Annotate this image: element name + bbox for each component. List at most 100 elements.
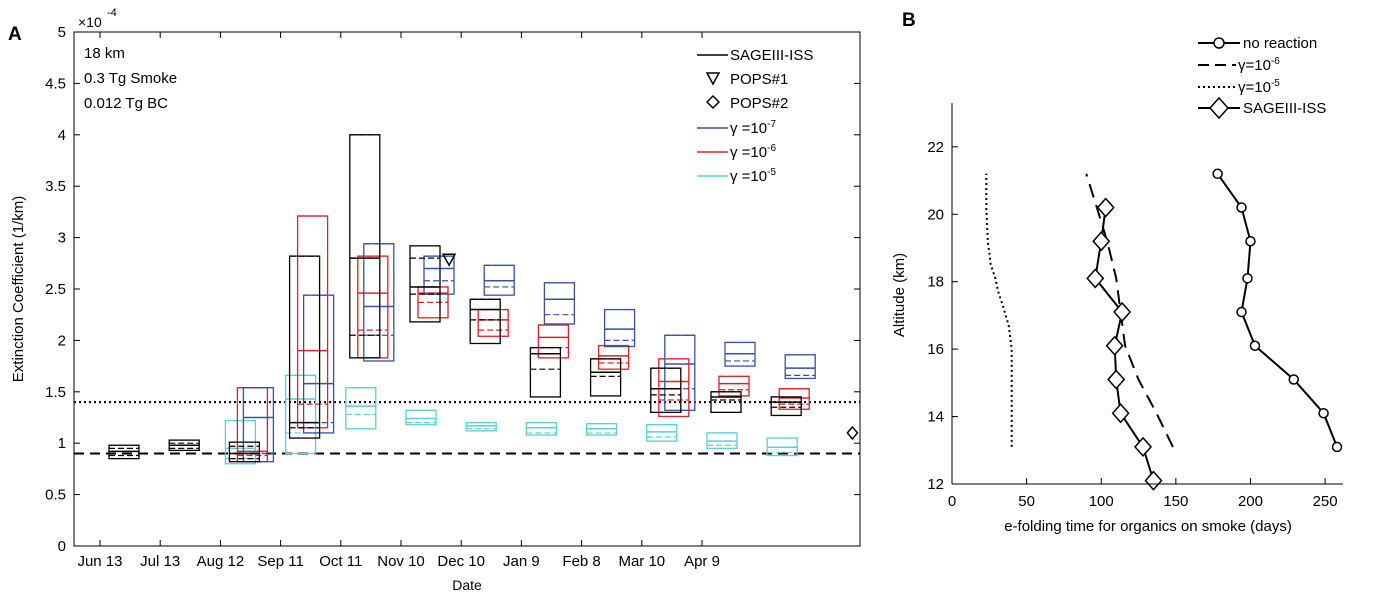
a-xtick-label: Feb 8 — [562, 553, 600, 570]
box-0-10 — [650, 367, 682, 414]
legend-b-circle-icon — [1213, 37, 1225, 49]
b-circle-point — [1236, 306, 1247, 318]
legend-g7-exp: -7 — [767, 119, 776, 130]
b-circle-point — [1212, 168, 1223, 180]
b-diamond-point — [1113, 301, 1132, 323]
b-diamond-point — [1107, 369, 1126, 390]
legend-g7-label: γ =10-7 — [730, 119, 776, 137]
b-xtick-label: 250 — [1313, 493, 1338, 510]
legend-b-g5-exp: -5 — [1271, 78, 1280, 89]
a-xtick-label: Dec 10 — [437, 553, 485, 570]
a-ytick-label: 5 — [58, 24, 66, 41]
panel-a-annotation-altitude: 18 km — [84, 45, 125, 62]
a-xtick-label: Oct 11 — [319, 553, 362, 570]
panel-b: 0 50 100 150 200 250 12 14 16 18 20 22 e-folding ti… — [891, 35, 1343, 535]
b-diamond-point — [1111, 403, 1130, 424]
b-ytick-label: 20 — [927, 206, 944, 223]
b-circle-point — [1318, 407, 1329, 419]
legend-g6-exp: -6 — [767, 143, 776, 154]
box-0-3 — [228, 441, 261, 463]
legend-b-g6-exp: -6 — [1271, 56, 1280, 67]
b-circle-point — [1242, 273, 1253, 284]
box-2-11 — [718, 375, 750, 397]
box-3-10 — [646, 424, 678, 442]
legend-b-noreaction-label: no reaction — [1243, 35, 1317, 52]
panel-b-legend: no reaction γ=10-6 γ=10-5 SAGEIII-ISS — [1198, 35, 1326, 120]
b-ytick-label: 16 — [927, 341, 944, 358]
b-xtick-label: 100 — [1089, 493, 1114, 510]
panel-b-axis-ticks: 0 50 100 150 200 250 12 14 16 18 20 22 — [927, 139, 1337, 510]
legend-g7-base: γ =10 — [730, 120, 767, 137]
panel-b-data-layer — [985, 168, 1343, 491]
box-1-9 — [603, 308, 636, 348]
box-0-9 — [589, 358, 622, 397]
panel-b-letter: B — [902, 10, 916, 31]
a-ytick-label: 3 — [58, 230, 66, 247]
panel-a-annotation-bc: 0.012 Tg BC — [84, 95, 168, 112]
box-1-3 — [242, 387, 275, 463]
b-ytick-label: 14 — [927, 409, 944, 426]
box-3-7 — [465, 421, 497, 432]
a-xtick-label: Sep 11 — [257, 553, 303, 570]
legend-b-g5-base: γ=10 — [1238, 79, 1271, 96]
box-2-4 — [296, 215, 329, 429]
box-2-7 — [477, 308, 509, 337]
b-circle-point — [1331, 441, 1343, 453]
box-1-5 — [363, 243, 395, 362]
legend-b-g5-label: γ=10-5 — [1238, 78, 1280, 96]
box-1-8 — [543, 282, 576, 325]
box-1-10 — [664, 334, 696, 411]
a-xtick-label: Mar 10 — [618, 553, 665, 570]
box-2-8 — [537, 324, 570, 359]
a-xtick-label: Nov 10 — [377, 553, 425, 570]
legend-b-diamond-icon — [1208, 96, 1230, 120]
b-diamond-point — [1144, 470, 1163, 491]
b-ytick-label: 18 — [927, 274, 944, 291]
a-ytick-label: 2 — [58, 332, 66, 349]
b-circle-point — [1249, 340, 1261, 352]
b-diamond-point — [1096, 197, 1115, 218]
legend-g6-label: γ =10-6 — [730, 143, 776, 161]
panel-a-y-axis-label: Extinction Coefficient (1/km) — [10, 196, 27, 382]
a-xtick-label: Jun 13 — [77, 553, 122, 570]
box-2-12 — [778, 388, 810, 410]
b-xtick-label: 200 — [1238, 493, 1263, 510]
b-circle-point — [1236, 202, 1247, 213]
box-0-5 — [349, 134, 381, 359]
panel-a-data-layer — [74, 134, 860, 465]
box-2-9 — [597, 344, 630, 370]
legend-pops2-label: POPS#2 — [730, 95, 788, 112]
panel-a-letter: A — [8, 24, 22, 45]
b-xtick-label: 50 — [1018, 493, 1035, 510]
panel-a: 0 0.5 1 1.5 2 2.5 3 3.5 4 4.5 5 Jun 13 Jul 13 Aug 12 S… — [10, 7, 861, 593]
a-xtick-label: Jan 9 — [503, 553, 540, 570]
legend-g5-base: γ =10 — [730, 168, 767, 185]
a-xtick-label: Apr 9 — [684, 553, 720, 570]
panel-a-exponent-power: -4 — [107, 7, 117, 19]
panel-a-axis-ticks: 0 0.5 1 1.5 2 2.5 3 3.5 4 4.5 5 Jun 13 Jul 13 Aug 12 S… — [45, 24, 860, 570]
legend-sage-label: SAGEIII-ISS — [730, 47, 813, 64]
a-xtick-label: Aug 12 — [197, 553, 245, 570]
legend-pops1-label: POPS#1 — [730, 71, 788, 88]
legend-b-g6-base: γ=10 — [1238, 57, 1271, 74]
legend-b-g6-label: γ=10-6 — [1238, 56, 1280, 74]
b-ytick-label: 12 — [927, 476, 944, 493]
box-1-4 — [302, 294, 335, 434]
legend-diamond-icon — [705, 94, 721, 110]
legend-triangle-down-icon — [705, 72, 721, 86]
a-ytick-label: 1.5 — [45, 384, 66, 401]
pops2-point — [846, 425, 859, 441]
b-series-line-1 — [1085, 173, 1174, 448]
panel-a-annotation-smoke: 0.3 Tg Smoke — [84, 70, 177, 87]
legend-b-sage-label: SAGEIII-ISS — [1243, 100, 1326, 117]
panel-a-legend: SAGEIII-ISS POPS#1 POPS#2 γ =10-7 γ =10-… — [697, 47, 813, 185]
b-xtick-label: 150 — [1163, 493, 1188, 510]
b-diamond-point — [1092, 231, 1111, 252]
box-2-3 — [236, 387, 269, 463]
box-0-6 — [409, 245, 441, 323]
b-diamond-point — [1134, 436, 1153, 458]
b-series-line-0 — [1216, 173, 1338, 448]
b-xtick-label: 0 — [948, 493, 956, 510]
a-ytick-label: 2.5 — [45, 281, 66, 298]
